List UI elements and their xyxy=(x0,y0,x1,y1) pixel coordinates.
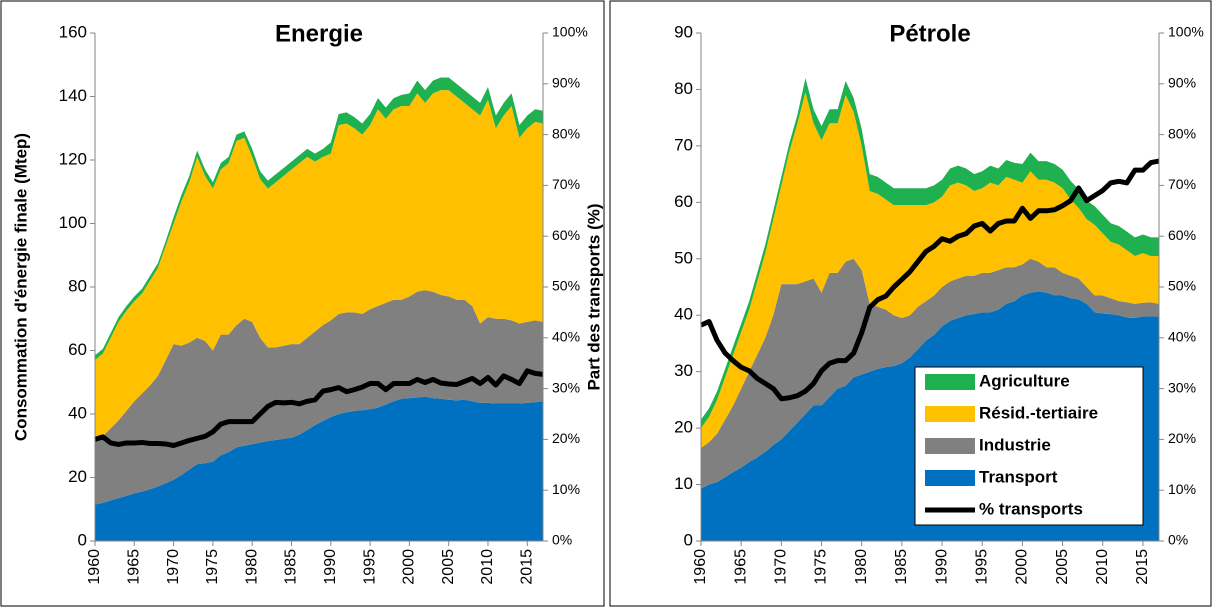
chart-title: Energie xyxy=(275,20,363,47)
area xyxy=(701,258,1159,489)
y2-tick-label: 40% xyxy=(1168,329,1196,345)
legend-swatch xyxy=(925,406,975,422)
y2-tick-label: 10% xyxy=(552,481,580,497)
legend-swatch xyxy=(925,438,975,454)
y-tick-label: 0 xyxy=(684,530,693,549)
y-tick-label: 10 xyxy=(674,474,693,493)
y-tick-label: 80 xyxy=(674,79,693,98)
x-tick-label: 1980 xyxy=(853,549,870,585)
y2-tick-label: 30% xyxy=(1168,379,1196,395)
y2-tick-label: 70% xyxy=(552,176,580,192)
x-tick-label: 2015 xyxy=(1134,549,1151,585)
area xyxy=(701,78,1159,429)
y2-tick-label: 90% xyxy=(1168,75,1196,91)
y2-tick-label: 60% xyxy=(552,227,580,243)
y2-tick-label: 0% xyxy=(552,532,572,548)
legend-label: Résid.-tertiaire xyxy=(979,403,1098,422)
legend-swatch xyxy=(925,470,975,486)
y2-tick-label: 0% xyxy=(1168,532,1188,548)
x-tick-label: 1985 xyxy=(283,549,300,585)
y2-tick-label: 70% xyxy=(1168,176,1196,192)
x-tick-label: 1960 xyxy=(692,549,709,585)
x-tick-label: 2000 xyxy=(401,549,418,585)
chart-title: Pétrole xyxy=(889,20,970,47)
y2-tick-label: 40% xyxy=(552,329,580,345)
y-tick-label: 160 xyxy=(59,22,87,41)
x-tick-label: 1995 xyxy=(973,549,990,585)
x-tick-label: 2010 xyxy=(1094,549,1111,585)
y2-tick-label: 30% xyxy=(552,379,580,395)
x-tick-label: 1970 xyxy=(165,549,182,585)
y-tick-label: 120 xyxy=(59,149,87,168)
y2-tick-label: 80% xyxy=(552,125,580,141)
panel-border xyxy=(609,0,1212,607)
y-tick-label: 100 xyxy=(59,213,87,232)
x-tick-label: 2005 xyxy=(1054,549,1071,585)
x-tick-label: 2010 xyxy=(479,549,496,585)
x-tick-label: 1975 xyxy=(204,549,221,585)
x-tick-label: 2000 xyxy=(1014,549,1031,585)
y2-tick-label: 10% xyxy=(1168,481,1196,497)
area xyxy=(701,92,1159,448)
y-tick-label: 90 xyxy=(674,22,693,41)
y-tick-label: 0 xyxy=(78,530,87,549)
x-tick-label: 1995 xyxy=(361,549,378,585)
y-tick-label: 20 xyxy=(674,418,693,437)
y2-tick-label: 80% xyxy=(1168,125,1196,141)
x-tick-label: 2015 xyxy=(518,549,535,585)
y-tick-label: 30 xyxy=(674,361,693,380)
y-axis-label: Consommation d'énergie finale (Mtep) xyxy=(11,133,30,441)
legend-label: Transport xyxy=(979,467,1058,486)
y2-tick-label: 50% xyxy=(1168,278,1196,294)
y2-axis-label: Part des transports (%) xyxy=(584,203,603,390)
x-tick-label: 1970 xyxy=(773,549,790,585)
y2-tick-label: 100% xyxy=(552,24,588,40)
legend-label: % transports xyxy=(979,499,1083,518)
y-tick-label: 70 xyxy=(674,135,693,154)
x-tick-label: 1990 xyxy=(933,549,950,585)
panel-border xyxy=(0,0,605,607)
x-tick-label: 2005 xyxy=(440,549,457,585)
x-tick-label: 1960 xyxy=(86,549,103,585)
area xyxy=(95,396,543,541)
y2-tick-label: 50% xyxy=(552,278,580,294)
legend-label: Agriculture xyxy=(979,371,1070,390)
y-tick-label: 80 xyxy=(68,276,87,295)
area xyxy=(95,90,543,440)
x-tick-label: 1980 xyxy=(243,549,260,585)
y2-tick-label: 20% xyxy=(552,430,580,446)
y-tick-label: 140 xyxy=(59,86,87,105)
legend-swatch xyxy=(925,374,975,390)
y-tick-label: 50 xyxy=(674,248,693,267)
y2-tick-label: 100% xyxy=(1168,24,1204,40)
line xyxy=(699,158,1160,402)
y2-tick-label: 60% xyxy=(1168,227,1196,243)
y-tick-label: 60 xyxy=(68,340,87,359)
y-tick-label: 40 xyxy=(68,403,87,422)
y-tick-label: 40 xyxy=(674,305,693,324)
y-tick-label: 20 xyxy=(68,467,87,486)
x-tick-label: 1965 xyxy=(126,549,143,585)
title-bg xyxy=(266,18,372,50)
x-tick-label: 1985 xyxy=(893,549,910,585)
line xyxy=(94,368,544,448)
x-tick-label: 1990 xyxy=(322,549,339,585)
y2-tick-label: 90% xyxy=(552,75,580,91)
y2-tick-label: 20% xyxy=(1168,430,1196,446)
x-tick-label: 1975 xyxy=(813,549,830,585)
legend-label: Industrie xyxy=(979,435,1051,454)
y-tick-label: 60 xyxy=(674,192,693,211)
x-tick-label: 1965 xyxy=(732,549,749,585)
title-bg xyxy=(881,18,979,50)
